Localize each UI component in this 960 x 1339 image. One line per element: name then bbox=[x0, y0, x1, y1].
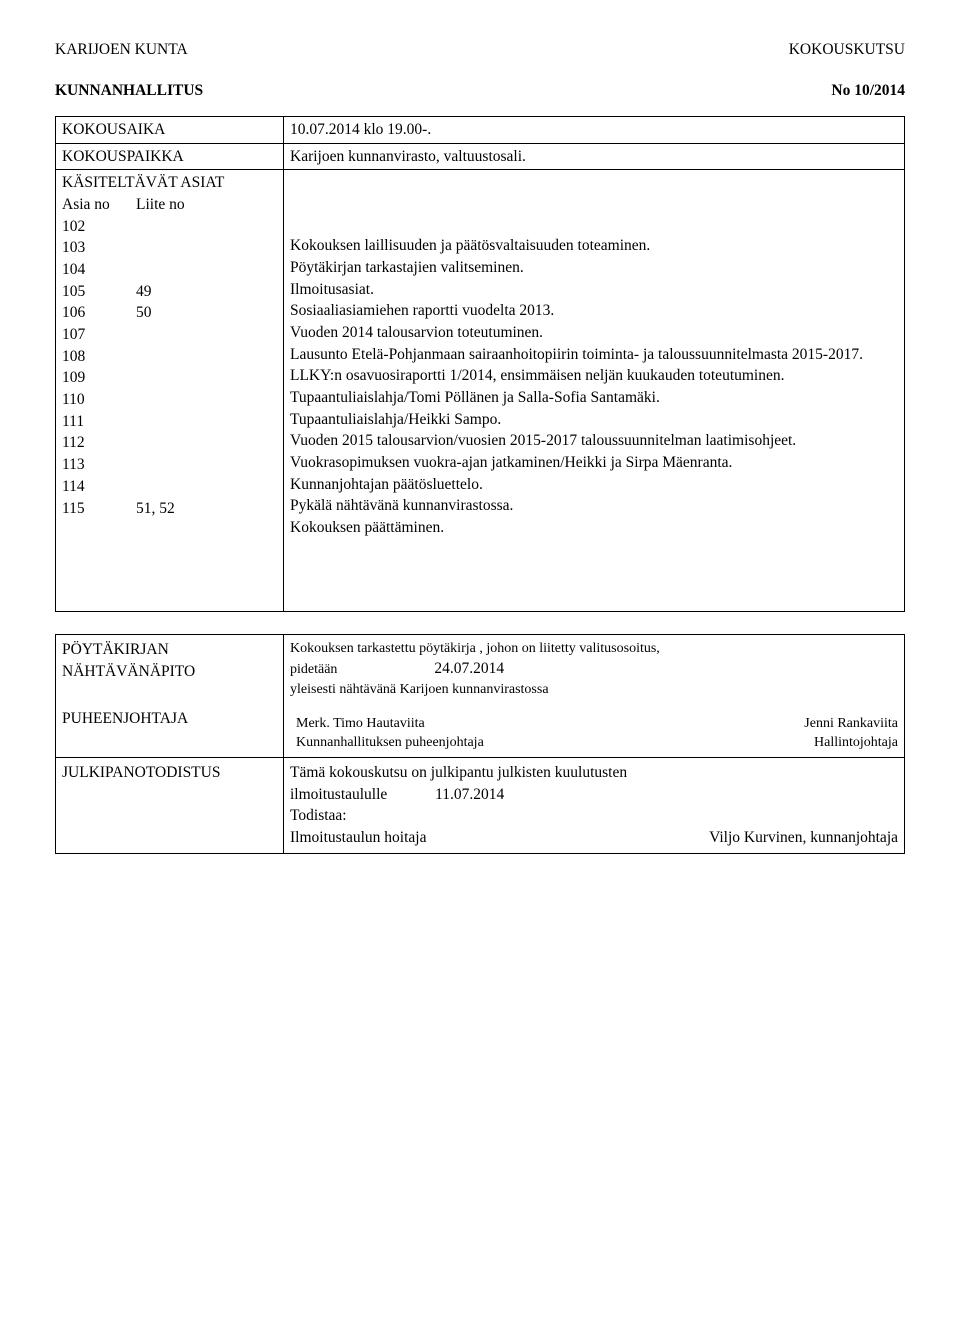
header-left: KARIJOEN KUNTA bbox=[55, 40, 188, 61]
nahtavana-line1: Kokouksen tarkastettu pöytäkirja , johon… bbox=[290, 639, 898, 659]
liite-header: Liite no bbox=[136, 194, 185, 216]
kokousaika-label: KOKOUSAIKA bbox=[56, 116, 284, 143]
nahtavana-label: PÖYTÄKIRJAN NÄHTÄVÄNÄPITO bbox=[56, 634, 284, 703]
agenda-number-row: 103 bbox=[62, 237, 277, 259]
julk-date: 11.07.2014 bbox=[435, 786, 504, 803]
agenda-asia-no: 114 bbox=[62, 476, 136, 498]
agenda-number-row: 11551, 52 bbox=[62, 498, 277, 520]
kokouspaikka-value: Karijoen kunnanvirasto, valtuustosali. bbox=[284, 143, 905, 170]
agenda-text-row: Vuokrasopimuksen vuokra-ajan jatkaminen/… bbox=[290, 452, 898, 474]
julk-line4a: Ilmoitustaulun hoitaja bbox=[290, 827, 426, 849]
agenda-asia-no: 106 bbox=[62, 302, 136, 324]
agenda-asia-no: 111 bbox=[62, 411, 136, 433]
main-table: KOKOUSAIKA 10.07.2014 klo 19.00-. KOKOUS… bbox=[55, 116, 905, 612]
agenda-asia-no: 109 bbox=[62, 367, 136, 389]
agenda-text-row: Ilmoitusasiat. bbox=[290, 279, 898, 301]
agenda-liite-no: 50 bbox=[136, 302, 152, 324]
nahtavana-pidetaan: pidetään bbox=[290, 662, 337, 677]
agenda-text-row: Tupaantuliaislahja/Tomi Pöllänen ja Sall… bbox=[290, 387, 898, 409]
agenda-asia-no: 105 bbox=[62, 281, 136, 303]
header-right: KOKOUSKUTSU bbox=[789, 40, 905, 61]
agenda-number-row: 114 bbox=[62, 476, 277, 498]
subheader-left: KUNNANHALLITUS bbox=[55, 81, 203, 102]
nahtavana-row: PÖYTÄKIRJAN NÄHTÄVÄNÄPITO Kokouksen tark… bbox=[56, 634, 905, 703]
agenda-number-row: 10549 bbox=[62, 281, 277, 303]
agenda-section-label: KÄSITELTÄVÄT ASIAT bbox=[62, 172, 277, 194]
julk-line1: Tämä kokouskutsu on julkipantu julkisten… bbox=[290, 762, 898, 784]
agenda-number-row: 109 bbox=[62, 367, 277, 389]
agenda-number-row: 107 bbox=[62, 324, 277, 346]
agenda-text-row: Kunnanjohtajan päätösluettelo. bbox=[290, 474, 898, 496]
agenda-row: KÄSITELTÄVÄT ASIAT Asia no Liite no 1021… bbox=[56, 170, 905, 612]
agenda-number-row: 110 bbox=[62, 389, 277, 411]
agenda-asia-no: 112 bbox=[62, 432, 136, 454]
agenda-liite-no: 51, 52 bbox=[136, 498, 175, 520]
pj-label: PUHEENJOHTAJA bbox=[56, 704, 284, 758]
julk-line3: Todistaa: bbox=[290, 805, 898, 827]
agenda-asia-no: 115 bbox=[62, 498, 136, 520]
kokouspaikka-label: KOKOUSPAIKKA bbox=[56, 143, 284, 170]
pj-title1: Kunnanhallituksen puheenjohtaja bbox=[296, 733, 484, 753]
agenda-asia-no: 102 bbox=[62, 216, 136, 238]
pj-row: PUHEENJOHTAJA Merk. Timo Hautaviita Jenn… bbox=[56, 704, 905, 758]
agenda-text-row: Pykälä nähtävänä kunnanvirastossa. bbox=[290, 495, 898, 517]
agenda-text-row: Tupaantuliaislahja/Heikki Sampo. bbox=[290, 409, 898, 431]
agenda-text-row: Kokouksen laillisuuden ja päätösvaltaisu… bbox=[290, 235, 898, 257]
agenda-number-row: 111 bbox=[62, 411, 277, 433]
agenda-liite-no: 49 bbox=[136, 281, 152, 303]
agenda-text-column: Kokouksen laillisuuden ja päätösvaltaisu… bbox=[290, 235, 898, 539]
pj-value: Merk. Timo Hautaviita Jenni Rankaviita K… bbox=[284, 704, 905, 758]
agenda-asia-no: 110 bbox=[62, 389, 136, 411]
agenda-asia-no: 107 bbox=[62, 324, 136, 346]
julk-row: JULKIPANOTODISTUS Tämä kokouskutsu on ju… bbox=[56, 757, 905, 853]
agenda-text-row: LLKY:n osavuosiraportti 1/2014, ensimmäi… bbox=[290, 365, 898, 387]
agenda-numbers-column: 1021031041054910650107108109110111112113… bbox=[62, 216, 277, 520]
subheader-row: KUNNANHALLITUS No 10/2014 bbox=[55, 81, 905, 102]
agenda-asia-no: 113 bbox=[62, 454, 136, 476]
header-row: KARIJOEN KUNTA KOKOUSKUTSU bbox=[55, 40, 905, 61]
agenda-right-cell: Kokouksen laillisuuden ja päätösvaltaisu… bbox=[284, 170, 905, 612]
pj-name1: Merk. Timo Hautaviita bbox=[296, 714, 425, 734]
agenda-text-row: Kokouksen päättäminen. bbox=[290, 517, 898, 539]
kokousaika-value: 10.07.2014 klo 19.00-. bbox=[284, 116, 905, 143]
agenda-text-row: Pöytäkirjan tarkastajien valitseminen. bbox=[290, 257, 898, 279]
asia-header: Asia no bbox=[62, 194, 136, 216]
nahtavana-line2: yleisesti nähtävänä Karijoen kunnanviras… bbox=[290, 680, 898, 700]
agenda-text-row: Lausunto Etelä-Pohjanmaan sairaanhoitopi… bbox=[290, 344, 898, 366]
footer-table: PÖYTÄKIRJAN NÄHTÄVÄNÄPITO Kokouksen tark… bbox=[55, 634, 905, 854]
pj-title2: Hallintojohtaja bbox=[814, 733, 898, 753]
nahtavana-date: 24.07.2014 bbox=[434, 660, 504, 677]
kokousaika-row: KOKOUSAIKA 10.07.2014 klo 19.00-. bbox=[56, 116, 905, 143]
agenda-asia-no: 103 bbox=[62, 237, 136, 259]
subheader-right: No 10/2014 bbox=[831, 81, 905, 102]
julk-label: JULKIPANOTODISTUS bbox=[56, 757, 284, 853]
agenda-number-row: 102 bbox=[62, 216, 277, 238]
agenda-text-row: Vuoden 2015 talousarvion/vuosien 2015-20… bbox=[290, 430, 898, 452]
julk-value: Tämä kokouskutsu on julkipantu julkisten… bbox=[284, 757, 905, 853]
agenda-number-row: 112 bbox=[62, 432, 277, 454]
agenda-left-cell: KÄSITELTÄVÄT ASIAT Asia no Liite no 1021… bbox=[56, 170, 284, 612]
kokouspaikka-row: KOKOUSPAIKKA Karijoen kunnanvirasto, val… bbox=[56, 143, 905, 170]
agenda-text-row: Vuoden 2014 talousarvion toteutuminen. bbox=[290, 322, 898, 344]
julk-line2: ilmoitustaululle bbox=[290, 786, 387, 803]
agenda-number-row: 10650 bbox=[62, 302, 277, 324]
pj-name2: Jenni Rankaviita bbox=[804, 714, 898, 734]
agenda-asia-no: 104 bbox=[62, 259, 136, 281]
agenda-number-row: 104 bbox=[62, 259, 277, 281]
agenda-number-row: 113 bbox=[62, 454, 277, 476]
nahtavana-value: Kokouksen tarkastettu pöytäkirja , johon… bbox=[284, 634, 905, 703]
agenda-number-row: 108 bbox=[62, 346, 277, 368]
julk-line4b: Viljo Kurvinen, kunnanjohtaja bbox=[709, 827, 898, 849]
agenda-asia-no: 108 bbox=[62, 346, 136, 368]
agenda-text-row: Sosiaaliasiamiehen raportti vuodelta 201… bbox=[290, 300, 898, 322]
